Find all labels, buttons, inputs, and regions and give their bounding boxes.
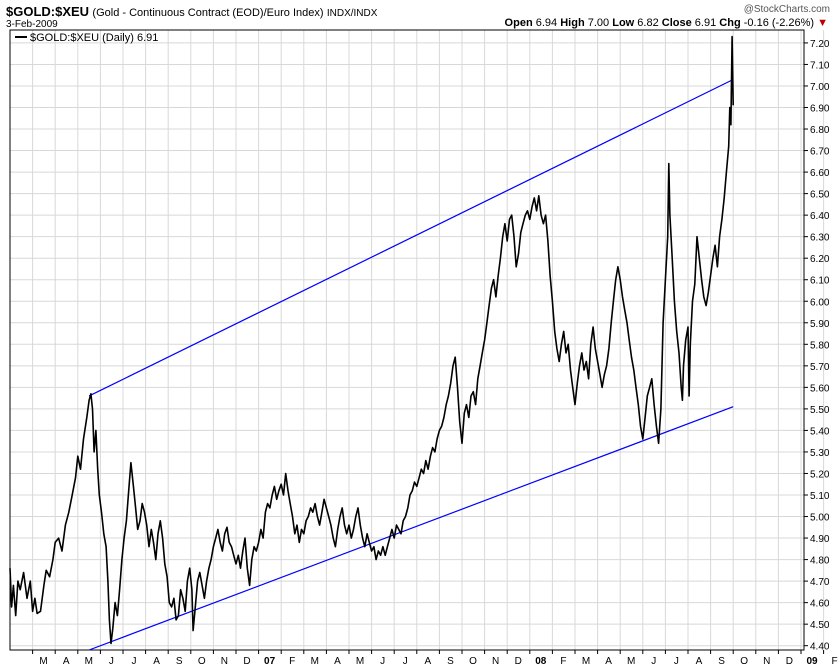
y-tick-label: 6.40 (810, 211, 830, 222)
price-series (9, 35, 734, 645)
y-tick-label: 4.70 (810, 577, 830, 588)
x-tick-label: 08 (535, 656, 547, 667)
y-tick-label: 4.40 (810, 642, 830, 653)
low-value: 6.82 (637, 17, 659, 29)
y-tick-label: 5.30 (810, 448, 830, 459)
x-tick-label: O (740, 656, 748, 667)
y-tick-label: 5.40 (810, 426, 830, 437)
x-tick-label: O (469, 656, 477, 667)
chart-date: 3-Feb-2009 (6, 19, 58, 30)
x-tick-label: J (109, 656, 114, 667)
x-tick-label: A (63, 656, 70, 667)
y-tick-label: 4.60 (810, 599, 830, 610)
y-tick-label: 6.80 (810, 125, 830, 136)
y-tick-label: 6.20 (810, 254, 830, 265)
series-line (9, 35, 734, 645)
y-tick-label: 5.00 (810, 513, 830, 524)
x-tick-label: 09 (806, 656, 818, 667)
y-tick-label: 6.60 (810, 168, 830, 179)
x-tick-label: F (289, 656, 295, 667)
x-tick-label: J (651, 656, 656, 667)
ohlc-readout: Open 6.94 High 7.00 Low 6.82 Close 6.91 … (505, 17, 828, 29)
x-tick-label: N (763, 656, 770, 667)
y-tick-label: 7.20 (810, 39, 830, 50)
y-tick-label: 7.00 (810, 82, 830, 93)
open-value: 6.94 (535, 17, 558, 29)
y-tick-label: 6.90 (810, 104, 830, 115)
y-tick-label: 6.00 (810, 297, 830, 308)
close-value: 6.91 (694, 17, 717, 29)
y-tick-label: 6.10 (810, 276, 830, 287)
x-tick-label: S (176, 656, 183, 667)
y-tick-label: 4.90 (810, 534, 830, 545)
y-tick-label: 4.80 (810, 556, 830, 567)
chg-label: Chg (719, 17, 741, 29)
x-tick-label: 07 (264, 656, 276, 667)
y-tick-label: 5.80 (810, 340, 830, 351)
down-arrow-icon: ▼ (817, 17, 828, 29)
high-label: High (560, 17, 585, 29)
x-tick-label: M (627, 656, 635, 667)
grid (10, 30, 825, 650)
y-tick-label: 6.30 (810, 233, 830, 244)
x-tick-label: J (403, 656, 408, 667)
symbol: $GOLD:$XEU (6, 4, 90, 19)
x-tick-label: M (356, 656, 364, 667)
trendline-upper-channel (88, 78, 734, 397)
x-tick-label: M (582, 656, 590, 667)
y-axis: 4.40 4.50 4.60 4.70 4.80 4.90 5.00 5.10 5.20 5.30… (804, 39, 830, 653)
exchange: INDX/INDX (326, 8, 378, 19)
legend: $GOLD:$XEU (Daily) 6.91 (15, 32, 158, 44)
y-tick-label: 5.70 (810, 362, 830, 373)
low-label: Low (612, 17, 635, 29)
x-tick-label: O (198, 656, 206, 667)
x-tick-label: J (132, 656, 137, 667)
x-tick-label: J (674, 656, 679, 667)
x-tick-label: N (492, 656, 499, 667)
y-tick-label: 4.50 (810, 620, 830, 631)
y-tick-label: 5.10 (810, 491, 830, 502)
x-tick-label: F (560, 656, 566, 667)
y-tick-label: 5.20 (810, 469, 830, 480)
plot-frame (9, 29, 805, 651)
x-tick-label: A (334, 656, 341, 667)
chg-value: -0.16 (-2.26%) (743, 17, 815, 29)
trendline-lower-channel (88, 406, 734, 651)
x-tick-label: D (786, 656, 793, 667)
close-label: Close (661, 17, 692, 29)
x-tick-label: M (39, 656, 47, 667)
high-value: 7.00 (587, 17, 610, 29)
x-tick-label: D (243, 656, 250, 667)
trendlines (88, 78, 734, 651)
x-tick-label: S (718, 656, 725, 667)
x-tick-label: S (447, 656, 454, 667)
y-tick-label: 5.90 (810, 319, 830, 330)
x-tick-label: D (515, 656, 522, 667)
x-tick-label: A (696, 656, 703, 667)
chart-title: $GOLD:$XEU (Gold - Continuous Contract (… (6, 4, 377, 19)
watermark: @StockCharts.com (743, 4, 830, 15)
x-tick-label: N (221, 656, 228, 667)
x-tick-label: M (311, 656, 319, 667)
y-tick-label: 6.70 (810, 147, 830, 158)
x-tick-label: J (380, 656, 385, 667)
x-axis: M A M J J A S O N D 07 F M A M J J A S O N D 08 F M A M J J A S O N D 09 F (32, 650, 838, 667)
y-tick-label: 7.10 (810, 60, 830, 71)
x-tick-label: M (85, 656, 93, 667)
legend-label: $GOLD:$XEU (Daily) 6.91 (30, 32, 158, 44)
x-tick-label: A (153, 656, 160, 667)
x-tick-label: A (605, 656, 612, 667)
y-tick-label: 5.50 (810, 405, 830, 416)
y-tick-label: 6.50 (810, 190, 830, 201)
description: (Gold - Continuous Contract (EOD)/Euro I… (92, 7, 324, 19)
x-tick-label: A (424, 656, 431, 667)
y-tick-label: 5.60 (810, 383, 830, 394)
open-label: Open (504, 17, 533, 29)
x-tick-label: F (832, 656, 838, 667)
